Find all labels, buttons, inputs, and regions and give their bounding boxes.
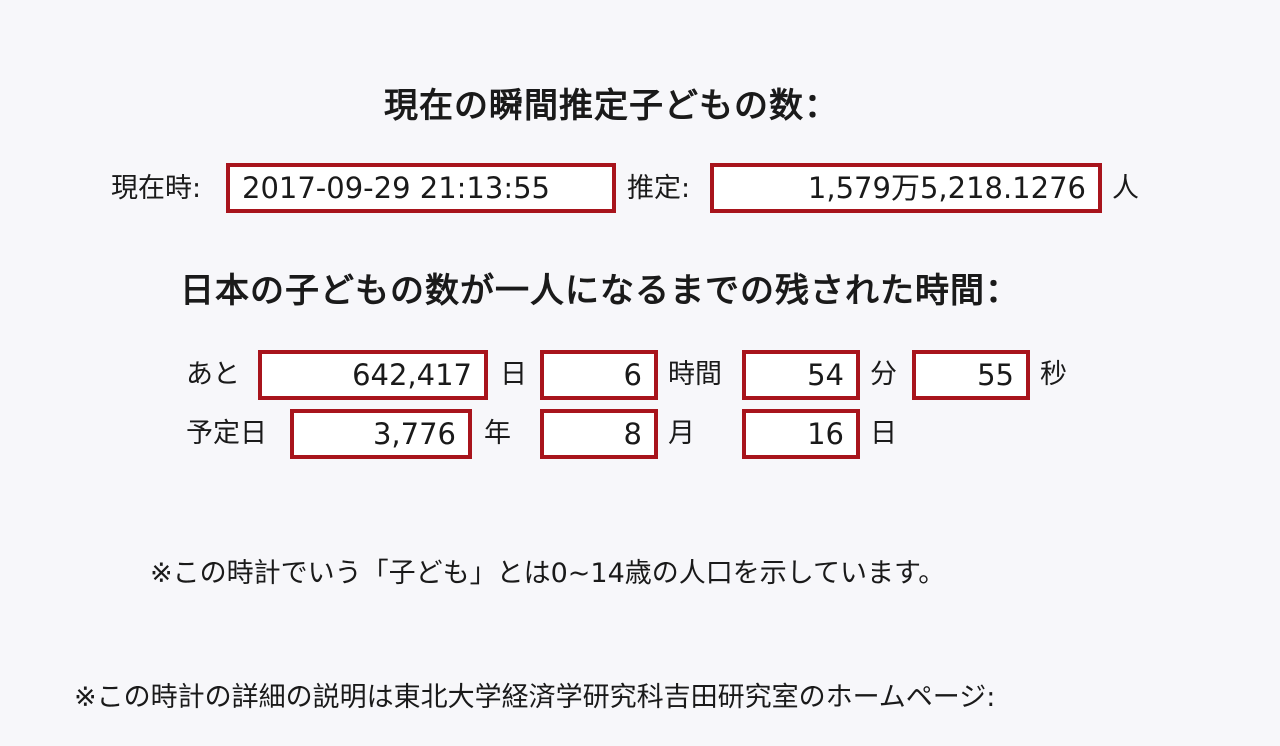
estimate-unit-label: 人 bbox=[1112, 173, 1139, 204]
scheduled-date-label: 予定日 bbox=[186, 418, 267, 449]
days-unit-label: 日 bbox=[500, 359, 527, 390]
month-unit-label: 月 bbox=[668, 418, 695, 449]
remaining-seconds-field: 55 bbox=[912, 350, 1030, 400]
details-note: ※この時計の詳細の説明は東北大学経済学研究科吉田研究室のホームページ: bbox=[74, 682, 996, 713]
estimate-label: 推定: bbox=[627, 173, 691, 204]
seconds-unit-label: 秒 bbox=[1040, 359, 1067, 390]
scheduled-month-field: 8 bbox=[540, 409, 658, 459]
remaining-hours-field: 6 bbox=[540, 350, 658, 400]
scheduled-day-field: 16 bbox=[742, 409, 860, 459]
minutes-unit-label: 分 bbox=[870, 359, 897, 390]
remaining-time-heading: 日本の子どもの数が一人になるまでの残された時間： bbox=[180, 271, 1020, 311]
remaining-prefix-label: あと bbox=[186, 359, 240, 390]
remaining-days-field: 642,417 bbox=[258, 350, 488, 400]
scheduled-year-field: 3,776 bbox=[290, 409, 472, 459]
current-time-field: 2017-09-29 21:13:55 bbox=[226, 163, 616, 213]
definition-note: ※この時計でいう「子ども」とは0~14歳の人口を示しています。 bbox=[150, 558, 946, 589]
day-unit-label: 日 bbox=[870, 418, 897, 449]
hours-unit-label: 時間 bbox=[668, 359, 722, 390]
current-estimate-heading: 現在の瞬間推定子どもの数： bbox=[384, 86, 839, 126]
remaining-minutes-field: 54 bbox=[742, 350, 860, 400]
estimate-field: 1,579万5,218.1276 bbox=[710, 163, 1102, 213]
current-time-label: 現在時: bbox=[111, 173, 202, 204]
year-unit-label: 年 bbox=[484, 418, 511, 449]
